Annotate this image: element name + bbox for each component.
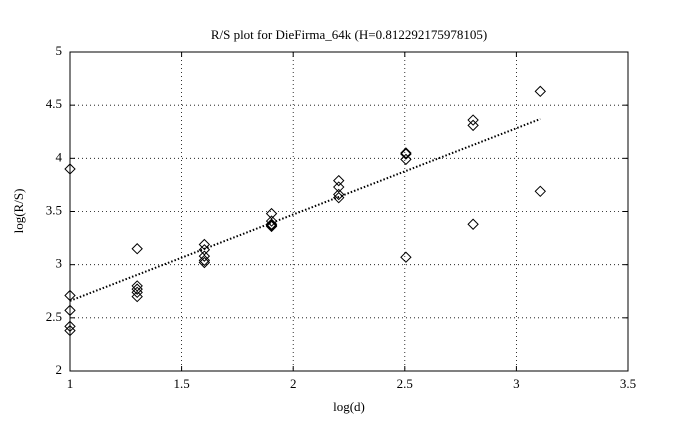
diamond-marker <box>64 320 76 333</box>
plot-frame <box>69 51 629 372</box>
y-tick-label: 2.5 <box>46 309 62 324</box>
y-axis-label: log(R/S) <box>11 189 26 234</box>
y-tick-label: 2 <box>56 362 63 377</box>
diamond-marker <box>333 188 345 201</box>
diamond-marker <box>400 148 412 160</box>
diamond-marker <box>131 286 143 299</box>
y-tick-label: 3.5 <box>46 202 62 217</box>
y-tick-label: 4 <box>56 149 63 164</box>
diamond-marker <box>131 290 143 303</box>
diamond-marker <box>64 304 76 317</box>
x-axis-label: log(d) <box>333 399 365 414</box>
y-tick-label: 5 <box>56 43 63 58</box>
chart-title: R/S plot for DieFirma_64k (H=0.812292175… <box>211 27 487 42</box>
diamond-marker <box>265 218 278 230</box>
diamond-marker <box>265 215 278 227</box>
diamond-marker <box>131 243 143 255</box>
diamond-marker <box>534 185 546 198</box>
diamond-marker <box>400 147 412 159</box>
diamond-marker <box>333 174 345 187</box>
diamond-marker <box>400 153 412 166</box>
diamond-marker <box>534 85 546 98</box>
diamond-marker <box>467 114 479 126</box>
diamond-marker <box>198 250 211 262</box>
diamond-marker <box>467 119 479 132</box>
diamond-marker <box>64 163 76 175</box>
diamond-marker <box>198 254 211 267</box>
x-tick-label: 2.5 <box>397 376 413 391</box>
diamond-marker <box>467 218 479 230</box>
diamond-marker <box>265 220 278 233</box>
y-tick-label: 4.5 <box>46 96 62 111</box>
x-tick-label: 3 <box>513 376 520 391</box>
x-tick-label: 2 <box>290 376 297 391</box>
diamond-marker <box>198 256 211 269</box>
diamond-marker <box>64 324 76 337</box>
x-tick-label: 1 <box>67 376 74 391</box>
fit-line <box>69 118 541 302</box>
x-tick-label: 3.5 <box>620 376 636 391</box>
diamond-marker <box>400 251 412 263</box>
diamond-marker <box>131 283 143 295</box>
x-tick-label: 1.5 <box>173 376 189 391</box>
diamond-marker <box>265 219 278 232</box>
y-tick-label: 3 <box>56 256 63 271</box>
